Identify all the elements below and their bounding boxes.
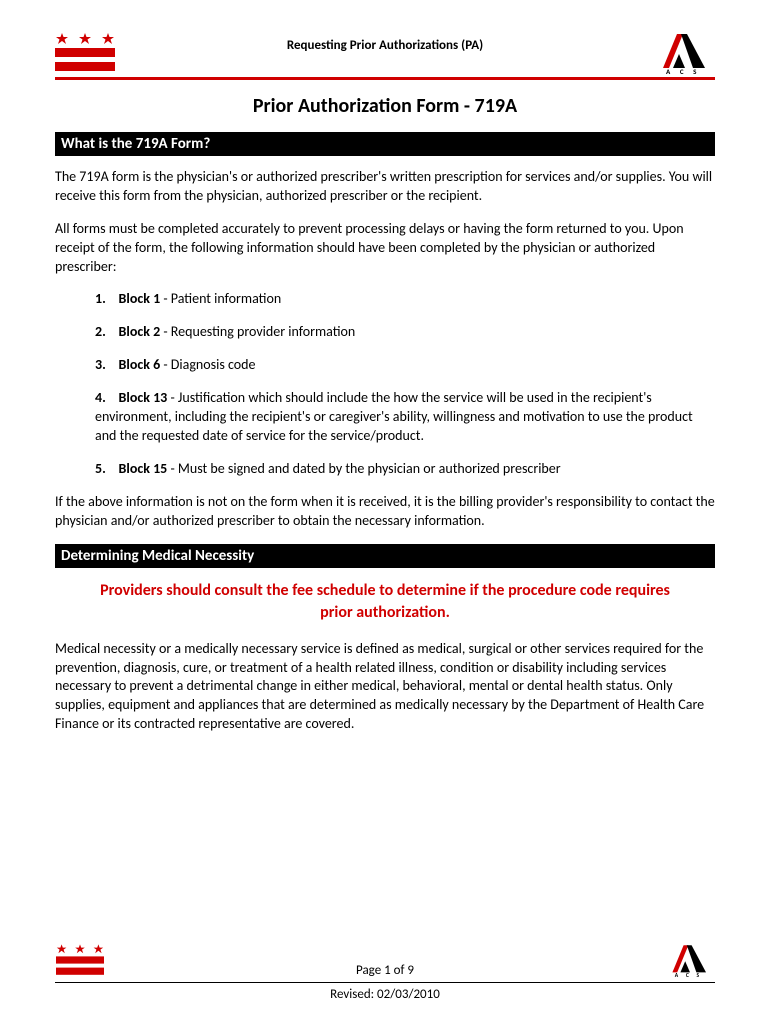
footer-row: Page 1 of 9 A C S	[55, 942, 715, 978]
dc-flag-logo-footer	[55, 942, 105, 978]
block-num: 5.	[95, 460, 106, 477]
block-list: 1. Block 1 - Patient information 2. Bloc…	[55, 290, 715, 478]
dc-flag-logo	[55, 30, 115, 75]
block-item: 1. Block 1 - Patient information	[95, 290, 715, 309]
block-label: Block 1	[119, 290, 161, 307]
header-title: Requesting Prior Authorizations (PA)	[115, 30, 655, 53]
footer: Page 1 of 9 A C S Revised: 02/03/2010	[55, 942, 715, 1002]
header-row: Requesting Prior Authorizations (PA) A C…	[55, 30, 715, 75]
svg-text:A C S: A C S	[675, 972, 703, 978]
block-num: 4.	[95, 389, 106, 406]
block-text: - Justification which should include the…	[95, 389, 693, 444]
footer-page: Page 1 of 9	[105, 963, 665, 978]
block-item: 3. Block 6 - Diagnosis code	[95, 356, 715, 375]
acs-logo-footer: A C S	[665, 942, 715, 978]
section2-callout: Providers should consult the fee schedul…	[83, 580, 687, 623]
block-text: - Diagnosis code	[160, 356, 255, 373]
block-item: 2. Block 2 - Requesting provider informa…	[95, 323, 715, 342]
block-label: Block 15	[119, 460, 168, 477]
footer-revised: Revised: 02/03/2010	[55, 987, 715, 1002]
section2-para1: Medical necessity or a medically necessa…	[55, 640, 715, 734]
section1-para3: If the above information is not on the f…	[55, 493, 715, 531]
block-label: Block 6	[119, 356, 161, 373]
block-item: 4. Block 13 - Justification which should…	[95, 389, 715, 446]
acs-logo: A C S	[655, 30, 715, 75]
page-title: Prior Authorization Form - 719A	[55, 94, 715, 118]
footer-rule	[55, 982, 715, 983]
block-label: Block 13	[119, 389, 168, 406]
section1-para2: All forms must be completed accurately t…	[55, 220, 715, 277]
block-num: 3.	[95, 356, 106, 373]
block-text: - Patient information	[160, 290, 281, 307]
block-text: - Requesting provider information	[160, 323, 355, 340]
section2-header: Determining Medical Necessity	[55, 544, 715, 568]
block-num: 2.	[95, 323, 106, 340]
block-num: 1.	[95, 290, 106, 307]
block-text: - Must be signed and dated by the physic…	[167, 460, 560, 477]
block-label: Block 2	[119, 323, 161, 340]
block-item: 5. Block 15 - Must be signed and dated b…	[95, 460, 715, 479]
header-red-rule	[55, 77, 715, 80]
section1-header: What is the 719A Form?	[55, 132, 715, 156]
svg-text:A C S: A C S	[666, 67, 700, 75]
section1-para1: The 719A form is the physician's or auth…	[55, 168, 715, 206]
